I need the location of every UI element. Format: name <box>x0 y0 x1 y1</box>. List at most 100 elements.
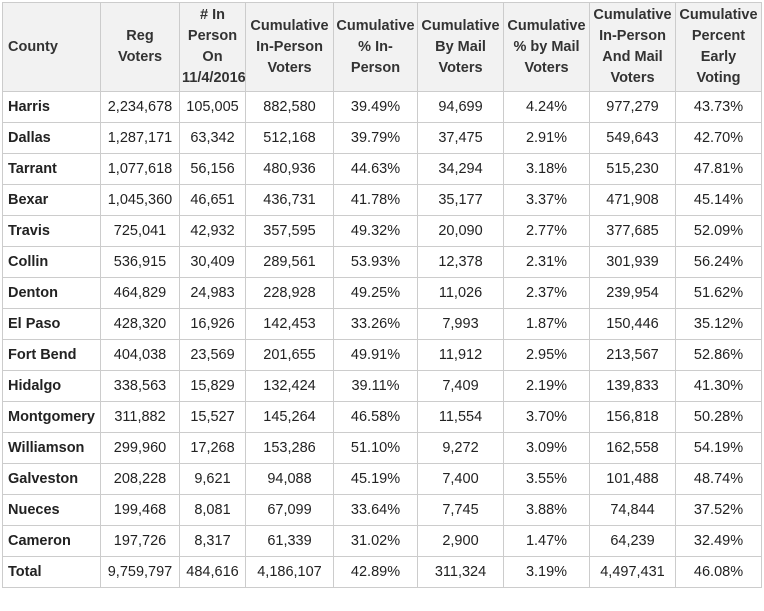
in-person-and-mail-cell: 977,279 <box>589 91 676 123</box>
county-cell: Bexar <box>2 184 101 216</box>
cumulative-in-person-cell: 201,655 <box>245 339 334 371</box>
reg-voters-cell: 299,960 <box>100 432 180 464</box>
column-header-cumulative-in-person-and-mail: Cumulative In-Person And Mail Voters <box>589 2 676 92</box>
pct-in-person-cell: 53.93% <box>333 246 418 278</box>
in-person-on-date-cell: 105,005 <box>179 91 246 123</box>
cumulative-in-person-cell: 480,936 <box>245 153 334 185</box>
in-person-on-date-cell: 16,926 <box>179 308 246 340</box>
cumulative-in-person-cell: 142,453 <box>245 308 334 340</box>
in-person-and-mail-cell: 377,685 <box>589 215 676 247</box>
pct-in-person-cell: 45.19% <box>333 463 418 495</box>
pct-in-person-cell: 51.10% <box>333 432 418 464</box>
pct-in-person-cell: 46.58% <box>333 401 418 433</box>
cumulative-in-person-cell: 289,561 <box>245 246 334 278</box>
in-person-on-date-cell: 56,156 <box>179 153 246 185</box>
reg-voters-cell: 199,468 <box>100 494 180 526</box>
pct-mail-cell: 3.37% <box>503 184 590 216</box>
in-person-and-mail-cell: 150,446 <box>589 308 676 340</box>
total-row: Total 9,759,797 484,616 4,186,107 42.89%… <box>2 556 762 588</box>
in-person-and-mail-cell: 101,488 <box>589 463 676 495</box>
by-mail-cell: 35,177 <box>417 184 504 216</box>
table-row: Nueces 199,468 8,081 67,099 33.64% 7,745… <box>2 494 762 526</box>
reg-voters-cell: 725,041 <box>100 215 180 247</box>
total-in-person-on-date-cell: 484,616 <box>179 556 246 588</box>
cumulative-in-person-cell: 512,168 <box>245 122 334 154</box>
reg-voters-cell: 338,563 <box>100 370 180 402</box>
by-mail-cell: 11,026 <box>417 277 504 309</box>
pct-early-cell: 45.14% <box>675 184 762 216</box>
county-cell: Williamson <box>2 432 101 464</box>
pct-in-person-cell: 31.02% <box>333 525 418 557</box>
column-header-cumulative-pct-in-person: Cumulative % In-Person <box>333 2 418 92</box>
pct-early-cell: 43.73% <box>675 91 762 123</box>
pct-early-cell: 48.74% <box>675 463 762 495</box>
in-person-and-mail-cell: 301,939 <box>589 246 676 278</box>
column-header-in-person-on-date: # In Person On 11/4/2016 <box>179 2 246 92</box>
cumulative-in-person-cell: 132,424 <box>245 370 334 402</box>
total-pct-early-cell: 46.08% <box>675 556 762 588</box>
reg-voters-cell: 197,726 <box>100 525 180 557</box>
county-cell: Montgomery <box>2 401 101 433</box>
pct-in-person-cell: 39.49% <box>333 91 418 123</box>
pct-early-cell: 52.09% <box>675 215 762 247</box>
pct-mail-cell: 1.47% <box>503 525 590 557</box>
table-row: Collin 536,915 30,409 289,561 53.93% 12,… <box>2 246 762 278</box>
pct-mail-cell: 2.37% <box>503 277 590 309</box>
in-person-and-mail-cell: 162,558 <box>589 432 676 464</box>
in-person-and-mail-cell: 156,818 <box>589 401 676 433</box>
header-row: County Reg Voters # In Person On 11/4/20… <box>2 2 762 92</box>
table-row: Denton 464,829 24,983 228,928 49.25% 11,… <box>2 277 762 309</box>
cumulative-in-person-cell: 228,928 <box>245 277 334 309</box>
pct-early-cell: 56.24% <box>675 246 762 278</box>
by-mail-cell: 2,900 <box>417 525 504 557</box>
pct-early-cell: 54.19% <box>675 432 762 464</box>
total-in-person-and-mail-cell: 4,497,431 <box>589 556 676 588</box>
reg-voters-cell: 464,829 <box>100 277 180 309</box>
by-mail-cell: 7,400 <box>417 463 504 495</box>
county-cell: Tarrant <box>2 153 101 185</box>
county-cell: Denton <box>2 277 101 309</box>
pct-early-cell: 50.28% <box>675 401 762 433</box>
table-row: Tarrant 1,077,618 56,156 480,936 44.63% … <box>2 153 762 185</box>
pct-early-cell: 41.30% <box>675 370 762 402</box>
county-cell: El Paso <box>2 308 101 340</box>
pct-in-person-cell: 41.78% <box>333 184 418 216</box>
table-row: Galveston 208,228 9,621 94,088 45.19% 7,… <box>2 463 762 495</box>
pct-mail-cell: 3.88% <box>503 494 590 526</box>
table-row: Montgomery 311,882 15,527 145,264 46.58%… <box>2 401 762 433</box>
in-person-and-mail-cell: 64,239 <box>589 525 676 557</box>
reg-voters-cell: 1,287,171 <box>100 122 180 154</box>
total-reg-voters-cell: 9,759,797 <box>100 556 180 588</box>
table-row: Dallas 1,287,171 63,342 512,168 39.79% 3… <box>2 122 762 154</box>
pct-early-cell: 47.81% <box>675 153 762 185</box>
total-label-cell: Total <box>2 556 101 588</box>
in-person-and-mail-cell: 471,908 <box>589 184 676 216</box>
in-person-on-date-cell: 63,342 <box>179 122 246 154</box>
table-row: El Paso 428,320 16,926 142,453 33.26% 7,… <box>2 308 762 340</box>
pct-in-person-cell: 33.64% <box>333 494 418 526</box>
by-mail-cell: 9,272 <box>417 432 504 464</box>
pct-mail-cell: 2.91% <box>503 122 590 154</box>
in-person-and-mail-cell: 213,567 <box>589 339 676 371</box>
reg-voters-cell: 428,320 <box>100 308 180 340</box>
in-person-and-mail-cell: 74,844 <box>589 494 676 526</box>
pct-mail-cell: 1.87% <box>503 308 590 340</box>
column-header-cumulative-pct-mail: Cumulative % by Mail Voters <box>503 2 590 92</box>
pct-early-cell: 52.86% <box>675 339 762 371</box>
in-person-on-date-cell: 46,651 <box>179 184 246 216</box>
pct-mail-cell: 3.18% <box>503 153 590 185</box>
pct-early-cell: 42.70% <box>675 122 762 154</box>
pct-in-person-cell: 39.11% <box>333 370 418 402</box>
total-by-mail-cell: 311,324 <box>417 556 504 588</box>
total-cumulative-in-person-cell: 4,186,107 <box>245 556 334 588</box>
table-row: Travis 725,041 42,932 357,595 49.32% 20,… <box>2 215 762 247</box>
column-header-cumulative-in-person: Cumulative In-Person Voters <box>245 2 334 92</box>
in-person-on-date-cell: 17,268 <box>179 432 246 464</box>
pct-in-person-cell: 49.25% <box>333 277 418 309</box>
pct-mail-cell: 2.95% <box>503 339 590 371</box>
cumulative-in-person-cell: 436,731 <box>245 184 334 216</box>
by-mail-cell: 11,554 <box>417 401 504 433</box>
cumulative-in-person-cell: 882,580 <box>245 91 334 123</box>
by-mail-cell: 37,475 <box>417 122 504 154</box>
cumulative-in-person-cell: 67,099 <box>245 494 334 526</box>
